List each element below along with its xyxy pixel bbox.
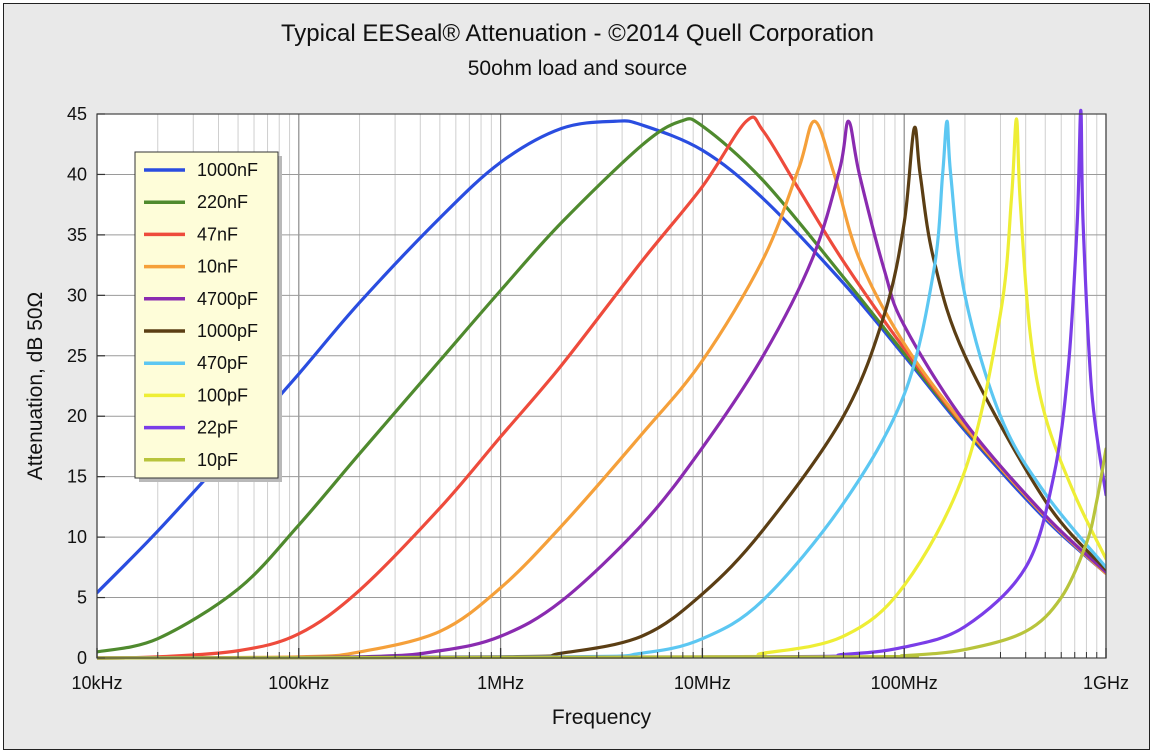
y-tick-label: 10	[67, 527, 87, 547]
legend-label: 1000nF	[197, 160, 258, 180]
chart-title: Typical EESeal® Attenuation - ©2014 Quel…	[280, 20, 875, 47]
y-axis-label: Attenuation, dB 50Ω	[24, 292, 47, 481]
y-tick-label: 30	[67, 285, 87, 305]
plot-border	[96, 113, 1107, 659]
legend: 1000nF 220nF 47nF 10nF 4700pF 1000pF 470pF 100p…	[134, 151, 282, 482]
x-axis-label: Frequency	[552, 706, 652, 729]
y-tick-label: 5	[77, 588, 87, 608]
y-tick-label: 25	[67, 346, 87, 366]
legend-label: 100pF	[197, 385, 248, 405]
x-axis: 10kHz 100kHz 1MHz 10MHz 100MHz 1GHz	[71, 648, 1129, 693]
series-line-10nf	[97, 119, 1106, 660]
legend-label: 470pF	[197, 353, 248, 373]
legend-label: 22pF	[197, 418, 238, 438]
y-tick-label: 20	[67, 406, 87, 426]
series-line-10pf	[97, 447, 1106, 660]
series-line-220nf	[97, 117, 1106, 654]
legend-label: 4700pF	[197, 289, 258, 309]
y-tick-label: 15	[67, 467, 87, 487]
legend-label: 220nF	[197, 192, 248, 212]
legend-label: 1000pF	[197, 321, 258, 341]
legend-label: 10nF	[197, 257, 238, 277]
legend-box	[134, 151, 279, 479]
x-tick-label: 1MHz	[477, 673, 524, 693]
series-line-4700pf	[97, 119, 1106, 660]
legend-label: 10pF	[197, 450, 238, 470]
legend-label: 47nF	[197, 224, 238, 244]
x-tick-label: 100MHz	[871, 673, 938, 693]
y-tick-label: 35	[67, 225, 87, 245]
y-tick-label: 40	[67, 164, 87, 184]
x-tick-label: 1GHz	[1083, 673, 1129, 693]
chart-subtitle: 50ohm load and source	[467, 57, 688, 80]
x-tick-label: 10kHz	[71, 673, 122, 693]
x-tick-label: 100kHz	[268, 673, 329, 693]
y-tick-label: 0	[77, 648, 87, 668]
y-tick-label: 45	[67, 104, 87, 124]
x-tick-label: 10MHz	[674, 673, 731, 693]
y-axis: 0 5 10 15 20 25 30 35 40 45	[67, 104, 105, 668]
